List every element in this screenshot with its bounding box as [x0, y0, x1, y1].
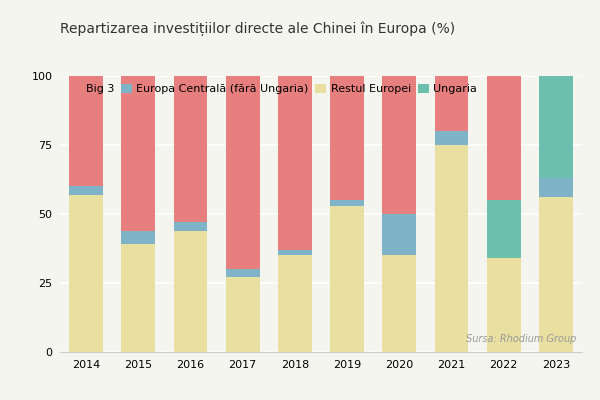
Bar [69, 76, 103, 186]
Bar [487, 200, 521, 258]
Bar [121, 230, 155, 244]
Bar [173, 230, 208, 352]
Bar [173, 76, 208, 222]
Bar [539, 0, 573, 51]
Bar [539, 198, 573, 352]
Bar [330, 76, 364, 200]
Bar [226, 278, 260, 352]
Bar [278, 255, 312, 352]
Bar [173, 222, 208, 230]
Bar [382, 76, 416, 214]
Bar [121, 76, 155, 230]
Bar [434, 76, 469, 131]
Bar [434, 145, 469, 352]
Bar [487, 258, 521, 352]
Bar [330, 200, 364, 206]
Bar [330, 206, 364, 352]
Bar [382, 214, 416, 255]
Bar [121, 244, 155, 352]
Legend: Big 3, Europa Centrală (fără Ungaria), Restul Europei, Ungaria: Big 3, Europa Centrală (fără Ungaria), R… [65, 80, 481, 99]
Bar [278, 76, 312, 250]
Bar [278, 250, 312, 255]
Bar [69, 186, 103, 195]
Bar [382, 255, 416, 352]
Bar [434, 131, 469, 145]
Bar [226, 269, 260, 278]
Bar [226, 76, 260, 269]
Bar [539, 178, 573, 198]
Bar [539, 51, 573, 178]
Text: Sursa: Rhodium Group: Sursa: Rhodium Group [466, 334, 577, 344]
Bar [487, 76, 521, 200]
Bar [69, 195, 103, 352]
Text: Repartizarea investițiilor directe ale Chinei în Europa (%): Repartizarea investițiilor directe ale C… [60, 21, 455, 36]
